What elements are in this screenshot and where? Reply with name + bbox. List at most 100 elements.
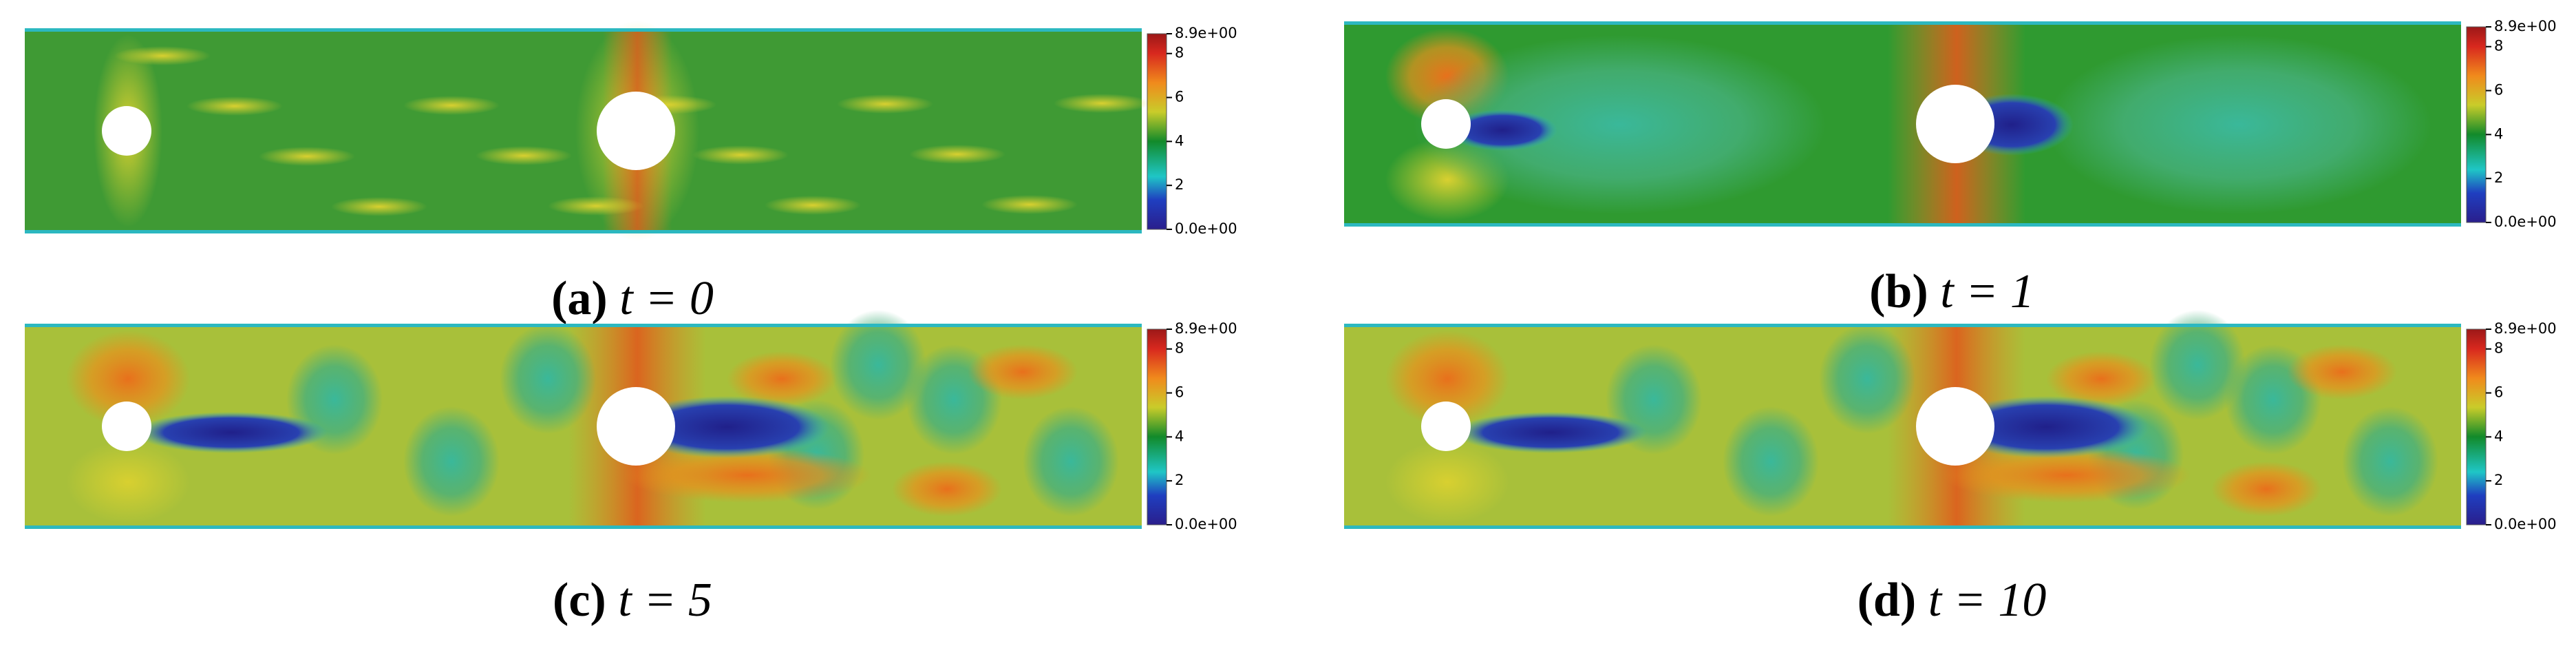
caption-spacer <box>606 574 619 627</box>
wall <box>1344 324 2461 327</box>
cylinder <box>102 106 151 156</box>
wall <box>1344 21 2461 25</box>
flow-feature <box>66 441 190 523</box>
cylinder <box>597 92 675 170</box>
colorbar-tick-label: 2 <box>1175 176 1184 193</box>
caption: (a) t = 0 <box>551 272 714 325</box>
colorbar-tick-label: 8 <box>2494 340 2503 357</box>
caption: (c) t = 5 <box>553 574 712 627</box>
colorbar <box>1147 33 1167 230</box>
caption-text: t = 5 <box>618 574 712 627</box>
flow-feature <box>1385 331 1509 427</box>
colorbar-tick-label: 6 <box>1175 384 1184 401</box>
colorbar-tick-label: 0.0e+00 <box>2494 516 2557 532</box>
colorbar-tick-label: 8 <box>1175 340 1184 357</box>
caption-label: (c) <box>553 574 606 627</box>
flow-feature <box>1023 406 1119 517</box>
caption: (b) t = 1 <box>1869 265 2034 318</box>
colorbar-tick-label: 8.9e+00 <box>2494 18 2557 34</box>
flow-feature <box>259 147 355 166</box>
flow-feature <box>892 461 1002 517</box>
colorbar-tick-label: 4 <box>2494 125 2503 142</box>
panel: 8.9e+00 8 6 4 2 0.0e+00 <box>1344 310 2557 532</box>
flow-feature <box>500 324 596 434</box>
cylinder <box>1421 99 1471 149</box>
flow-feature <box>1819 324 1915 434</box>
cylinder <box>102 402 151 451</box>
flow-feature <box>187 96 283 116</box>
colorbar-tick-label: 8 <box>2494 38 2503 54</box>
wall <box>1344 525 2461 529</box>
panel: 8.9e+00 8 6 4 2 0.0e+00 <box>25 310 1237 532</box>
colorbar-tick-label: 6 <box>2494 384 2503 401</box>
flow-feature <box>331 197 427 216</box>
panel: 8.9e+00 8 6 4 2 0.0e+00 <box>1344 18 2557 230</box>
caption-label: (a) <box>551 272 608 325</box>
flow-feature <box>981 195 1078 214</box>
caption-label: (b) <box>1869 265 1928 318</box>
cylinder <box>1916 85 1994 163</box>
flow-feature <box>135 412 328 453</box>
flow-feature <box>692 145 789 165</box>
colorbar-tick-label: 4 <box>1175 132 1184 149</box>
flow-feature <box>476 146 572 165</box>
colorbar-tick-label: 8 <box>1175 45 1184 61</box>
flow-feature <box>624 448 871 503</box>
flow-feature <box>968 344 1078 399</box>
flow-feature <box>2287 344 2397 399</box>
cylinder <box>1421 402 1471 451</box>
caption-label: (d) <box>1858 574 1917 627</box>
colorbar-tick-label: 8.9e+00 <box>2494 320 2557 337</box>
flow-feature <box>624 396 830 458</box>
flow-feature <box>1943 448 2191 503</box>
flow-feature <box>2046 35 2431 214</box>
flow-feature <box>1943 396 2149 458</box>
colorbar-tick-label: 2 <box>2494 169 2503 186</box>
flow-feature <box>765 196 861 215</box>
flow-feature <box>548 196 644 216</box>
colorbar-tick-label: 2 <box>2494 472 2503 488</box>
flow-feature <box>837 94 933 114</box>
flow-feature <box>403 96 500 115</box>
flow-feature <box>2211 461 2321 517</box>
colorbar-tick-label: 2 <box>1175 472 1184 488</box>
colorbar-tick-label: 6 <box>2494 82 2503 98</box>
flow-feature <box>1454 412 1647 453</box>
flow-feature <box>2149 310 2246 420</box>
flow-feature <box>909 145 1005 164</box>
flow-feature <box>114 46 211 65</box>
wall <box>1344 223 2461 227</box>
wall <box>25 324 1142 327</box>
flow-feature <box>403 406 500 517</box>
caption-spacer <box>1916 574 1928 627</box>
caption: (d) t = 10 <box>1858 574 2047 627</box>
flow-feature <box>66 331 190 427</box>
colorbar-tick-label: 8.9e+00 <box>1175 320 1237 337</box>
caption-text: t = 1 <box>1940 265 2034 318</box>
colorbar-tick-label: 0.0e+00 <box>1175 516 1237 532</box>
caption-text: t = 10 <box>1928 574 2047 627</box>
wall <box>25 230 1142 233</box>
flow-feature <box>727 351 837 406</box>
colorbar-tick-label: 4 <box>2494 428 2503 444</box>
colorbar <box>1147 329 1167 525</box>
colorbar-tick-label: 0.0e+00 <box>1175 220 1237 237</box>
caption-spacer <box>1928 265 1941 318</box>
cylinder <box>1916 387 1994 466</box>
flow-feature <box>1723 406 1819 517</box>
flow-feature <box>1054 94 1150 113</box>
colorbar <box>2466 26 2487 223</box>
colorbar-tick-label: 6 <box>1175 89 1184 105</box>
cylinder <box>597 387 675 466</box>
flow-feature <box>2046 351 2156 406</box>
flow-feature <box>1447 110 1557 151</box>
flow-feature <box>1385 441 1509 523</box>
flow-feature <box>2342 406 2438 517</box>
wall <box>25 28 1142 32</box>
colorbar-tick-label: 8.9e+00 <box>1175 25 1237 41</box>
colorbar-tick-label: 0.0e+00 <box>2494 213 2557 230</box>
flow-feature <box>1413 35 1826 214</box>
caption-text: t = 0 <box>619 272 714 325</box>
colorbar-tick-label: 4 <box>1175 428 1184 444</box>
